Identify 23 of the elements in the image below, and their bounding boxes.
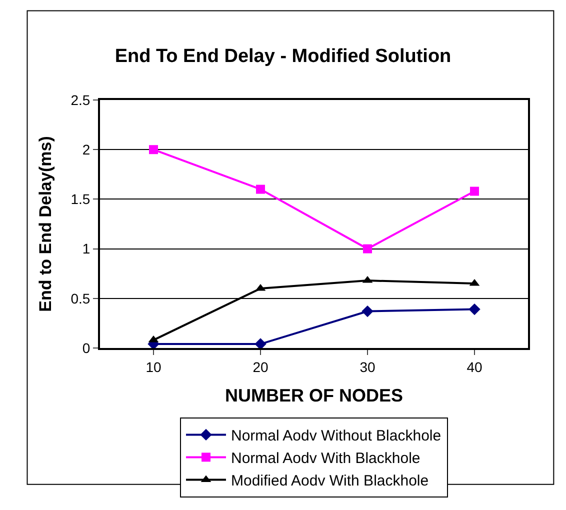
point [254,338,266,348]
x-tick-label: 30 [360,358,376,375]
y-tick-label: 1 [82,240,90,257]
point [256,184,265,194]
x-axis-title: NUMBER OF NODES [224,385,404,406]
point [470,186,479,196]
y-axis-title: End to End Delay(ms) [36,136,55,312]
legend-label: Normal Aodv With Blackhole [231,450,420,468]
y-tick-label: 2.5 [70,92,90,108]
chart-title: End To End Delay - Modified Solution [114,46,452,67]
point [363,244,372,254]
x-tick-label: 10 [146,358,162,375]
y-tick-label: 2 [82,142,90,158]
legend-label: Modified Aodv With Blackhole [231,472,429,490]
point [149,145,158,154]
point [362,305,374,318]
legend-label: Normal Aodv Without Blackhole [231,428,442,445]
point [468,303,480,316]
y-tick-label: 1.5 [70,191,90,208]
x-tick-label: 20 [252,358,268,375]
x-tick-label: 40 [466,358,482,375]
y-tick-label: 0 [82,340,90,356]
y-tick-label: 0.5 [70,290,90,306]
